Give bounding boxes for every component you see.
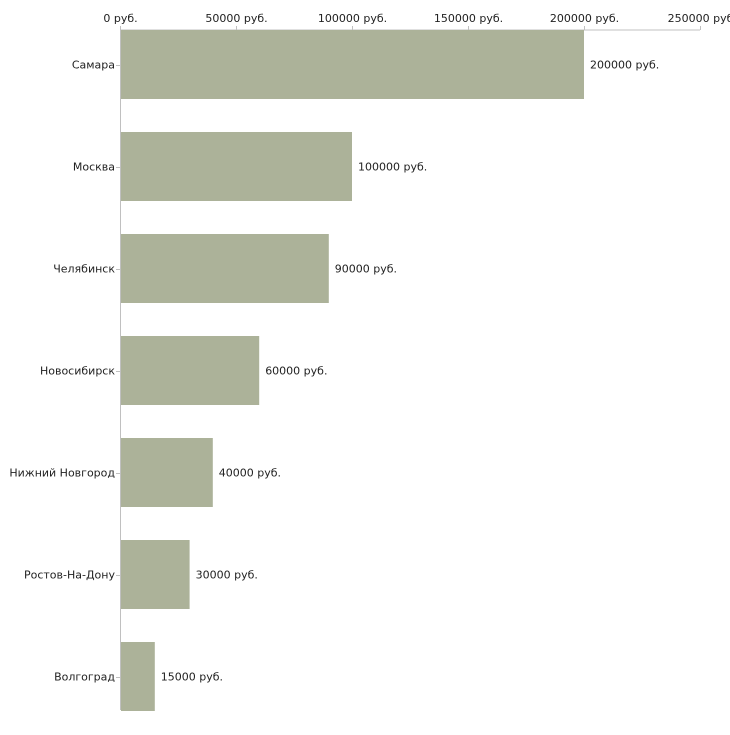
category-label: Челябинск (53, 263, 115, 276)
x-tick-label: 250000 руб (668, 12, 730, 25)
bar (121, 438, 213, 507)
x-tick-label: 150000 руб. (434, 12, 503, 25)
value-label: 100000 руб. (358, 161, 427, 174)
category-label: Ростов-На-Дону (24, 569, 115, 582)
x-tick-label: 200000 руб. (550, 12, 619, 25)
bar (121, 234, 329, 303)
x-tick-label: 50000 руб. (205, 12, 267, 25)
bar (121, 642, 155, 711)
category-label: Самара (72, 59, 115, 72)
bar (121, 30, 584, 99)
category-label: Нижний Новгород (9, 467, 115, 480)
x-axis: 0 руб. 50000 руб. 100000 руб. 150000 руб. 20… (103, 12, 730, 31)
value-label: 200000 руб. (590, 59, 659, 72)
value-label: 30000 руб. (196, 569, 258, 582)
value-label: 15000 руб. (161, 671, 223, 684)
bar (121, 132, 352, 201)
bar (121, 336, 260, 405)
x-tick-label: 100000 руб. (318, 12, 387, 25)
category-label: Новосибирск (40, 365, 115, 378)
category-label: Волгоград (54, 671, 115, 684)
bar (121, 540, 190, 609)
value-label: 60000 руб. (265, 365, 327, 378)
value-label: 90000 руб. (335, 263, 397, 276)
bars (121, 30, 584, 711)
y-axis: Самара Москва Челябинск Новосибирск Нижний Н… (9, 30, 121, 710)
data-labels: 200000 руб. 100000 руб. 90000 руб. 60000 ру… (161, 59, 659, 684)
value-label: 40000 руб. (219, 467, 281, 480)
category-label: Москва (73, 161, 115, 174)
x-tick-label: 0 руб. (103, 12, 137, 25)
